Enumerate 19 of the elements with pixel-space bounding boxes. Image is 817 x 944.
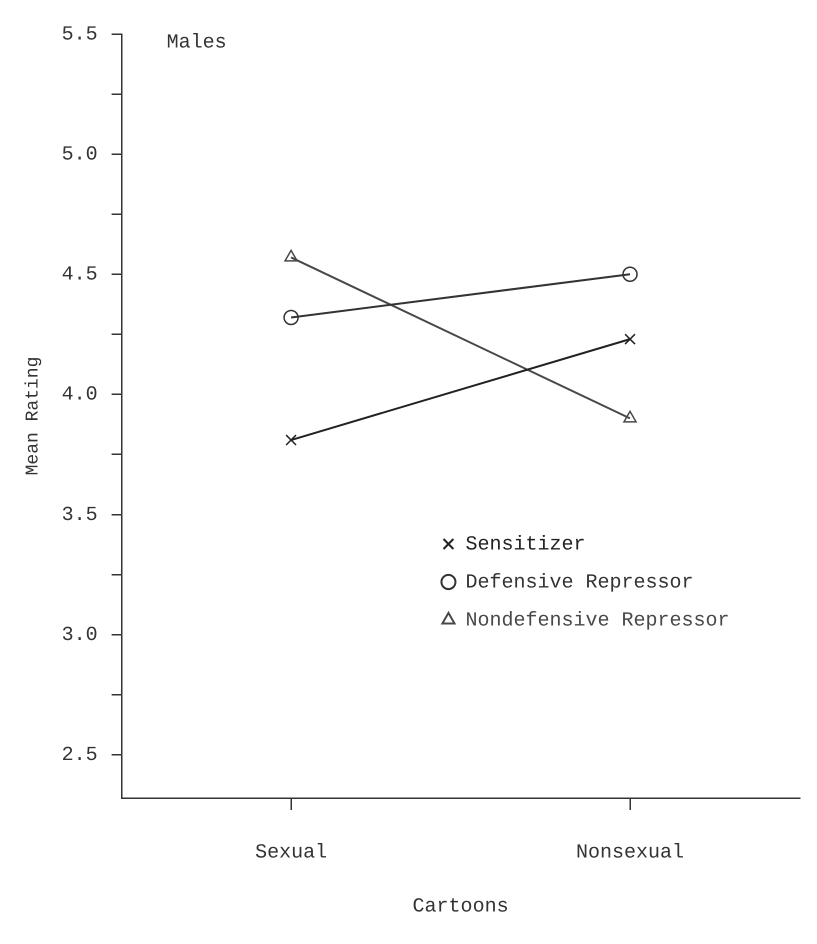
- point: [622, 266, 638, 282]
- y-tick-label: 2.5: [62, 744, 98, 768]
- y-tick-label: 5.5: [62, 23, 98, 46]
- legend-label: Sensitizer: [465, 533, 586, 556]
- y-tick-label: 3.5: [62, 504, 98, 527]
- legend-label: Defensive Repressor: [465, 571, 694, 594]
- legend-label: Nondefensive Repressor: [465, 609, 730, 632]
- y-axis-title: Mean Rating: [24, 356, 44, 476]
- x-tick-label: Sexual: [255, 841, 328, 864]
- annotation: Males: [166, 31, 227, 54]
- point: [285, 434, 297, 446]
- point: [283, 310, 299, 326]
- y-tick-label: 4.5: [62, 264, 98, 287]
- x-axis-title: Cartoons: [412, 895, 509, 918]
- x-tick-label: Nonsexual: [576, 841, 684, 864]
- y-tick-label: 4.0: [62, 384, 98, 407]
- y-tick-label: 5.0: [62, 143, 98, 166]
- y-tick-label: 3.0: [62, 624, 98, 647]
- point: [624, 333, 636, 345]
